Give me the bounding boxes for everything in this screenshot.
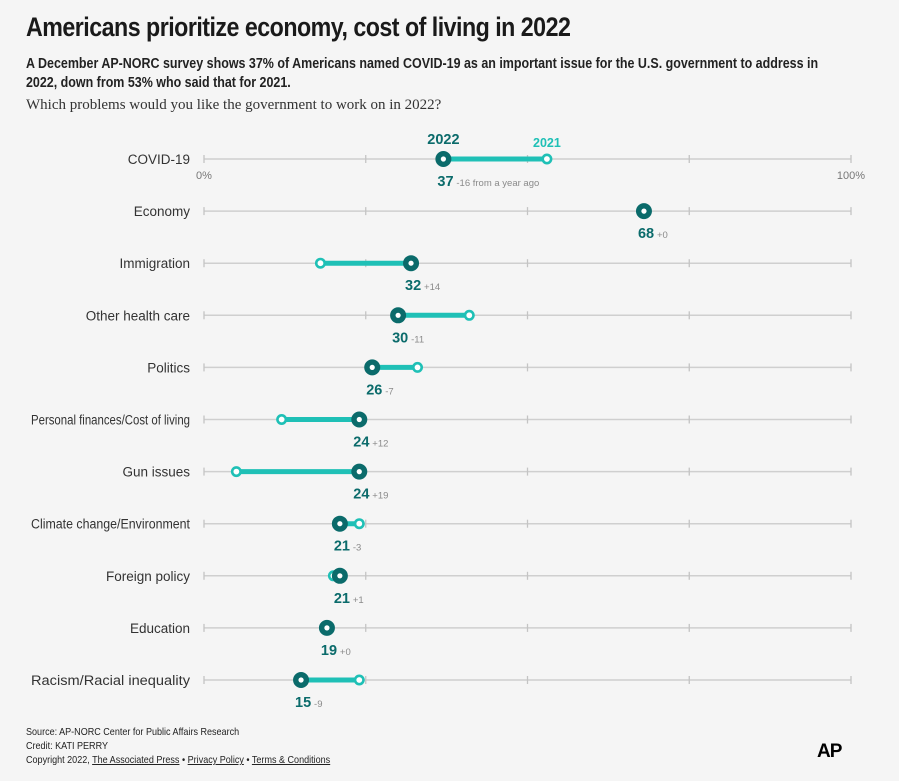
marker-2021: [541, 153, 553, 165]
value-label: 32: [405, 278, 421, 294]
category-label: Foreign policy: [106, 569, 190, 584]
value-label: 68: [638, 226, 654, 242]
change-label: +0: [657, 230, 668, 241]
category-label: Politics: [147, 360, 190, 375]
category-label: Racism/Racial inequality: [31, 673, 190, 688]
change-label: -16 from a year ago: [456, 178, 539, 189]
marker-2021: [463, 309, 475, 321]
axis-min-label: 0%: [196, 170, 212, 182]
change-label: +12: [372, 439, 388, 450]
copyright-text: Copyright 2022,: [26, 754, 90, 766]
change-label: -3: [353, 543, 361, 554]
marker-2021: [412, 361, 424, 373]
marker-2022-center: [356, 416, 362, 423]
marker-2021: [353, 674, 365, 686]
marker-2022-center: [337, 573, 343, 579]
value-label: 15: [295, 695, 311, 711]
value-label: 19: [321, 643, 337, 659]
value-label: 26: [366, 382, 382, 398]
marker-2022-center: [337, 521, 343, 527]
marker-2021: [230, 466, 242, 478]
axis-max-label: 100%: [837, 170, 865, 182]
chart-subtitle: A December AP-NORC survey shows 37% of A…: [26, 56, 819, 91]
marker-2021: [276, 413, 288, 425]
category-label: Other health care: [86, 308, 190, 323]
value-label: 30: [392, 330, 408, 346]
series-label-2021: 2021: [533, 136, 561, 150]
marker-2022-center: [641, 208, 647, 214]
value-label: 21: [334, 539, 350, 555]
ap-logo: AP: [817, 741, 842, 762]
marker-2021: [353, 518, 365, 530]
marker-2022-center: [440, 156, 446, 162]
category-label: Immigration: [119, 256, 190, 271]
marker-2022-center: [356, 469, 362, 475]
category-label: Economy: [134, 204, 191, 219]
ap-link[interactable]: The Associated Press: [92, 754, 180, 766]
copyright-line: Copyright 2022, The Associated Press • P…: [26, 753, 330, 767]
value-label: 37: [437, 174, 453, 190]
change-label: +14: [424, 282, 440, 293]
change-label: +1: [353, 595, 364, 606]
footer: Source: AP-NORC Center for Public Affair…: [26, 725, 330, 767]
marker-2022-center: [324, 625, 330, 631]
category-label: COVID-19: [128, 152, 190, 167]
survey-question: Which problems would you like the govern…: [26, 97, 442, 113]
marker-2022-center: [408, 260, 414, 266]
change-label: +0: [340, 647, 351, 658]
marker-2022-center: [395, 312, 401, 318]
marker-2021: [314, 257, 326, 269]
value-label: 24: [353, 487, 369, 503]
marker-2022-center: [298, 677, 304, 683]
value-label: 24: [353, 435, 369, 451]
change-label: +19: [372, 491, 388, 502]
marker-2022-center: [369, 364, 375, 370]
category-label: Education: [130, 621, 190, 636]
chart-title: Americans prioritize economy, cost of li…: [26, 12, 571, 42]
category-label: Personal finances/Cost of living: [31, 413, 190, 428]
separator: •: [246, 754, 250, 766]
credit-note: Credit: KATI PERRY: [26, 740, 108, 752]
series-label-2022: 2022: [427, 132, 459, 148]
value-label: 21: [334, 591, 350, 607]
change-label: -11: [411, 334, 424, 345]
privacy-policy-link[interactable]: Privacy Policy: [187, 754, 244, 766]
separator: •: [181, 754, 186, 766]
change-label: -9: [314, 699, 322, 710]
terms-link[interactable]: Terms & Conditions: [251, 754, 331, 766]
change-label: -7: [385, 386, 393, 397]
category-label: Gun issues: [122, 465, 190, 480]
source-note: Source: AP-NORC Center for Public Affair…: [26, 726, 240, 738]
category-label: Climate change/Environment: [31, 517, 190, 532]
